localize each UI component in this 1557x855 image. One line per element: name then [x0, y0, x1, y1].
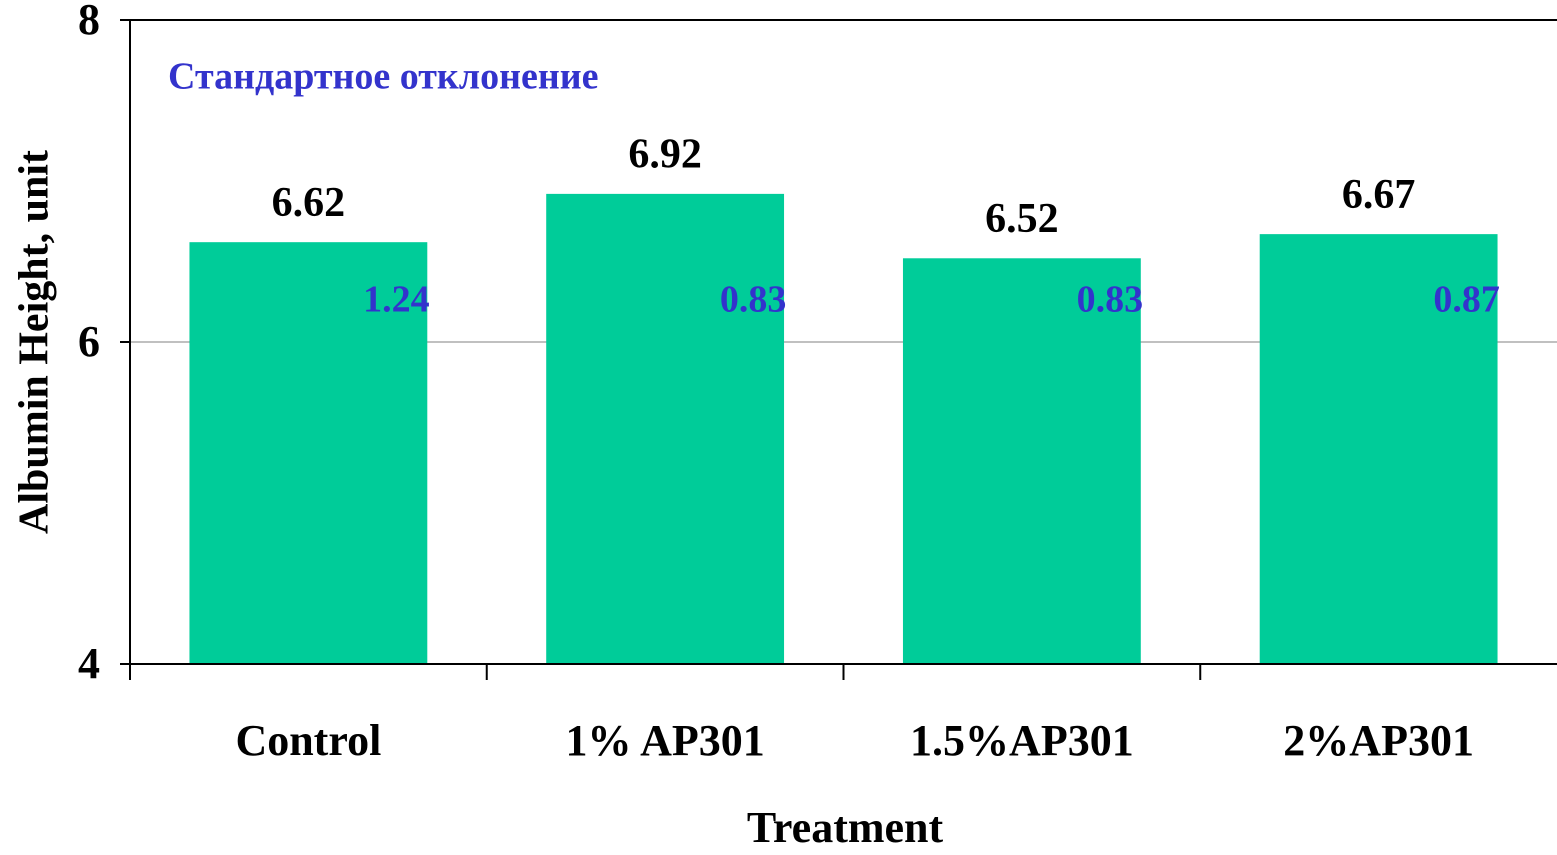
x-tick-label: 1% AP301: [566, 716, 765, 765]
std-dev-label: 0.83: [720, 279, 787, 321]
value-label: 6.92: [628, 132, 702, 178]
y-axis-title: Albumin Height, unit: [12, 150, 58, 534]
y-tick-label: 4: [78, 639, 100, 688]
y-tick-label: 8: [78, 0, 100, 44]
bar: [902, 258, 1141, 664]
x-axis-title: Treatment: [747, 803, 944, 852]
y-tick-label: 6: [78, 317, 100, 366]
value-label: 6.62: [272, 180, 346, 226]
std-dev-label: 1.24: [363, 279, 430, 321]
x-tick-label: 1.5%AP301: [910, 716, 1134, 765]
value-label: 6.52: [985, 196, 1059, 242]
x-tick-label: Control: [235, 716, 381, 765]
bar: [546, 193, 785, 664]
bar: [1259, 234, 1498, 664]
bar: [189, 242, 428, 664]
x-tick-label: 2%AP301: [1283, 716, 1474, 765]
value-label: 6.67: [1342, 172, 1416, 218]
std-dev-label: 0.87: [1433, 279, 1500, 321]
annotation: Стандартное отклонение: [168, 56, 599, 98]
std-dev-label: 0.83: [1077, 279, 1144, 321]
